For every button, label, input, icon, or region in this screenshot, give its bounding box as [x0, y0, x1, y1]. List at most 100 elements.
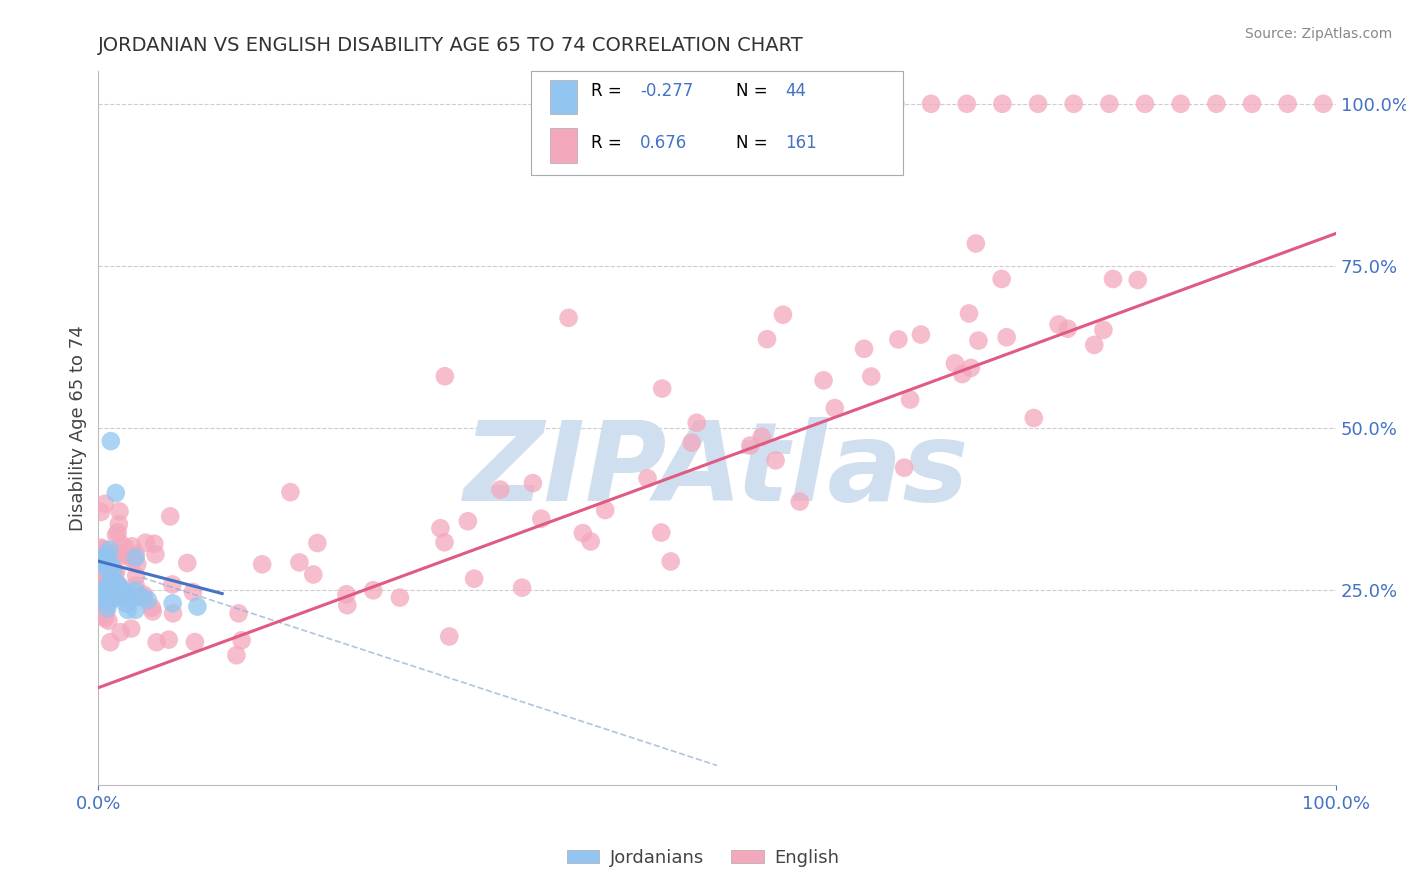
Point: [104, 566, 127, 581]
Point: [686, 416, 709, 430]
Point: [956, 96, 979, 111]
Point: [765, 453, 787, 467]
Point: [108, 504, 131, 518]
Point: [756, 332, 779, 346]
Point: [110, 625, 132, 640]
Point: [990, 272, 1012, 286]
Point: [141, 600, 163, 615]
Point: [94, 582, 117, 597]
Point: [124, 591, 146, 605]
Point: [90, 583, 112, 598]
Point: [288, 555, 311, 569]
Point: [100, 434, 122, 449]
Text: Source: ZipAtlas.com: Source: ZipAtlas.com: [1244, 27, 1392, 41]
Point: [90, 592, 112, 607]
Point: [336, 599, 359, 613]
Point: [90, 549, 112, 563]
Point: [388, 591, 411, 605]
Point: [159, 509, 181, 524]
Point: [1126, 273, 1149, 287]
Point: [124, 583, 146, 598]
Point: [120, 551, 142, 566]
Point: [706, 96, 728, 111]
Point: [1102, 272, 1125, 286]
Point: [98, 556, 121, 570]
Point: [991, 96, 1014, 111]
Point: [105, 577, 128, 591]
Point: [94, 584, 117, 599]
Point: [103, 591, 125, 605]
Point: [593, 503, 616, 517]
Point: [100, 570, 122, 584]
Point: [117, 603, 139, 617]
FancyBboxPatch shape: [550, 128, 578, 162]
Point: [1056, 322, 1078, 336]
Point: [91, 560, 114, 574]
Point: [93, 551, 115, 566]
Point: [100, 581, 122, 595]
Text: N =: N =: [735, 82, 772, 100]
Point: [184, 635, 207, 649]
Point: [457, 514, 479, 528]
Point: [893, 460, 915, 475]
Point: [162, 596, 184, 610]
Point: [813, 373, 835, 387]
Point: [950, 367, 973, 381]
Point: [231, 633, 253, 648]
Point: [145, 547, 167, 561]
Point: [103, 574, 125, 588]
Point: [98, 542, 121, 557]
Point: [96, 579, 118, 593]
Point: [943, 356, 966, 370]
Point: [181, 585, 204, 599]
Point: [429, 521, 451, 535]
Point: [90, 595, 112, 609]
Point: [94, 556, 117, 570]
Point: [967, 334, 990, 348]
Point: [489, 483, 512, 497]
Text: ZIPAtlas: ZIPAtlas: [464, 417, 970, 524]
Point: [110, 547, 132, 561]
Point: [1083, 338, 1105, 352]
Point: [90, 556, 112, 570]
Point: [103, 582, 125, 597]
Point: [132, 591, 155, 605]
Point: [1133, 96, 1156, 111]
Point: [131, 590, 153, 604]
Point: [90, 571, 112, 585]
Point: [1092, 323, 1115, 337]
Text: -0.277: -0.277: [640, 82, 693, 100]
Point: [104, 486, 127, 500]
Point: [125, 547, 148, 561]
Point: [118, 586, 141, 600]
Point: [94, 604, 117, 618]
Point: [96, 545, 118, 559]
Point: [162, 577, 184, 591]
Point: [94, 559, 117, 574]
Point: [100, 554, 122, 568]
Point: [90, 541, 112, 555]
Point: [659, 554, 682, 568]
Text: N =: N =: [735, 134, 772, 152]
Point: [94, 573, 117, 587]
Point: [91, 541, 114, 556]
Point: [101, 584, 124, 599]
Text: 161: 161: [785, 134, 817, 152]
Point: [93, 557, 115, 571]
Point: [250, 558, 273, 572]
Point: [740, 438, 762, 452]
Point: [848, 96, 870, 111]
Point: [96, 601, 118, 615]
Point: [135, 535, 157, 549]
Point: [143, 537, 166, 551]
Point: [94, 573, 117, 587]
Point: [228, 607, 250, 621]
Point: [959, 360, 981, 375]
Point: [112, 590, 135, 604]
Point: [96, 547, 118, 561]
Point: [522, 476, 544, 491]
Point: [1026, 96, 1049, 111]
FancyBboxPatch shape: [550, 80, 578, 114]
Point: [96, 581, 118, 595]
Point: [1098, 96, 1121, 111]
